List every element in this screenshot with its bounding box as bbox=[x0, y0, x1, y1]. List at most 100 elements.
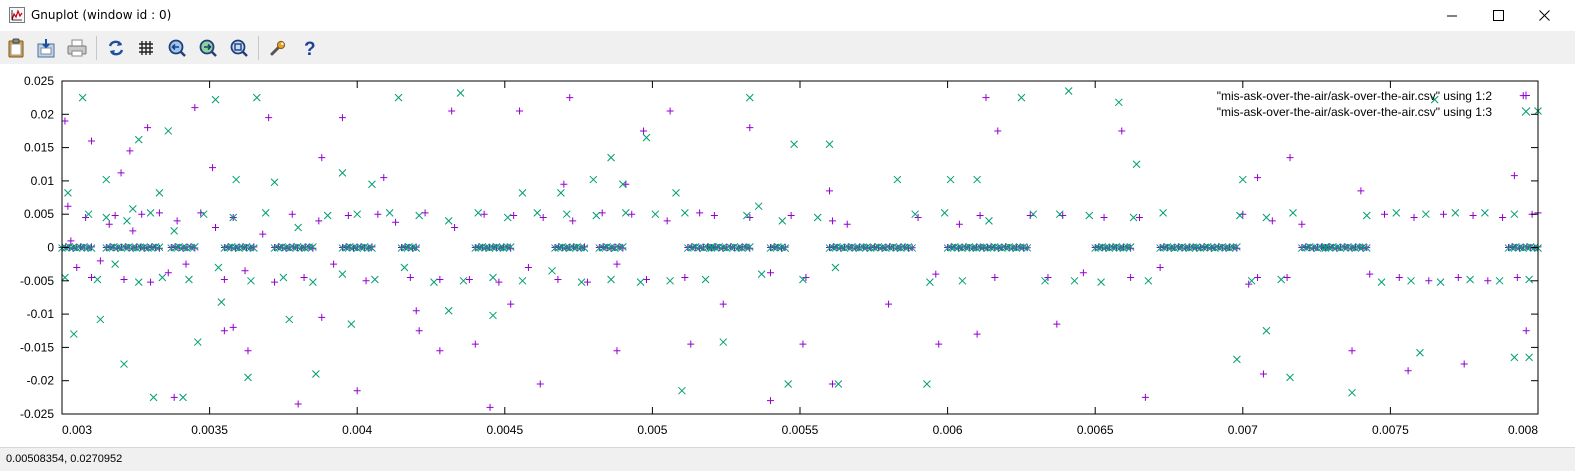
data-point bbox=[197, 209, 205, 217]
scatter-chart[interactable]: 0.025 0.02 0.015 0.01 0.005 0 -0.005 -0.01 -0.01… bbox=[0, 64, 1575, 447]
data-point bbox=[1229, 243, 1238, 252]
x-tick-label: 0.003 bbox=[62, 423, 92, 437]
data-point bbox=[252, 93, 261, 102]
data-point bbox=[318, 154, 326, 162]
data-point bbox=[136, 243, 145, 251]
data-point bbox=[1381, 210, 1388, 218]
data-point bbox=[1118, 127, 1126, 135]
data-point bbox=[642, 133, 651, 142]
gnuplot-app-icon[interactable] bbox=[9, 7, 25, 23]
x-tick-label: 0.0035 bbox=[191, 423, 228, 437]
autoscale-button[interactable] bbox=[227, 36, 251, 60]
y-tick-label: 0.02 bbox=[31, 107, 55, 121]
data-point bbox=[265, 114, 273, 122]
data-point bbox=[766, 397, 774, 405]
copy-to-clipboard-button[interactable] bbox=[4, 36, 28, 60]
data-point bbox=[743, 211, 751, 220]
data-point bbox=[128, 205, 137, 213]
data-point bbox=[220, 327, 228, 335]
data-point bbox=[1329, 244, 1337, 252]
data-point bbox=[940, 209, 949, 217]
close-button[interactable] bbox=[1521, 0, 1567, 31]
data-point bbox=[1466, 275, 1474, 284]
data-point bbox=[444, 306, 453, 315]
data-point bbox=[1510, 172, 1518, 180]
help-button[interactable]: ? bbox=[297, 36, 321, 60]
title-bar[interactable]: Gnuplot (window id : 0) bbox=[0, 0, 1575, 31]
grid-button[interactable] bbox=[134, 36, 158, 60]
data-point bbox=[1416, 348, 1424, 357]
save-button[interactable] bbox=[34, 36, 58, 60]
maximize-button[interactable] bbox=[1475, 0, 1521, 31]
data-point bbox=[908, 244, 917, 252]
data-point bbox=[147, 278, 155, 286]
data-point bbox=[191, 244, 199, 252]
data-point bbox=[985, 217, 993, 225]
legend-marker-series2 bbox=[1521, 107, 1531, 116]
data-point bbox=[120, 275, 128, 283]
data-point bbox=[1440, 210, 1448, 218]
data-point bbox=[191, 104, 199, 112]
data-point bbox=[270, 178, 279, 187]
data-point bbox=[503, 213, 512, 222]
data-point bbox=[536, 380, 544, 388]
data-point bbox=[1421, 210, 1430, 219]
minimize-button[interactable] bbox=[1429, 0, 1475, 31]
previous-zoom-button[interactable] bbox=[165, 36, 189, 60]
data-point bbox=[1286, 154, 1294, 162]
data-point bbox=[784, 380, 793, 388]
replot-button[interactable] bbox=[104, 36, 128, 60]
data-point bbox=[510, 212, 518, 220]
data-point bbox=[710, 212, 718, 220]
data-point bbox=[746, 124, 754, 132]
legend: "mis-ask-over-the-air/ask-over-the-air.c… bbox=[1217, 89, 1531, 119]
data-point bbox=[1041, 276, 1049, 285]
data-point bbox=[229, 323, 237, 331]
y-tick-label: 0 bbox=[47, 241, 54, 255]
data-point bbox=[746, 214, 754, 222]
data-point bbox=[1259, 370, 1267, 378]
data-point bbox=[958, 276, 967, 285]
data-point bbox=[745, 243, 754, 251]
data-point bbox=[826, 187, 834, 195]
data-point bbox=[607, 275, 615, 284]
close-icon bbox=[1538, 10, 1550, 21]
data-point bbox=[88, 273, 96, 281]
data-point bbox=[1023, 244, 1032, 252]
data-point bbox=[368, 180, 376, 189]
print-button[interactable] bbox=[65, 36, 89, 60]
series-1 bbox=[58, 92, 1542, 411]
data-point bbox=[1114, 98, 1123, 107]
data-point bbox=[994, 127, 1002, 135]
printer-icon bbox=[67, 39, 87, 57]
data-point bbox=[589, 175, 598, 184]
data-point bbox=[415, 211, 424, 220]
data-point bbox=[271, 278, 279, 286]
data-point bbox=[368, 244, 376, 252]
next-zoom-button[interactable] bbox=[196, 36, 220, 60]
data-point bbox=[1053, 320, 1061, 328]
data-point bbox=[935, 340, 943, 348]
data-point bbox=[155, 209, 163, 217]
data-point bbox=[338, 114, 346, 122]
toolbar-separator bbox=[258, 36, 259, 60]
data-point bbox=[259, 230, 267, 238]
data-point bbox=[480, 210, 488, 218]
data-point bbox=[182, 260, 190, 268]
data-point bbox=[451, 224, 459, 232]
plot-area[interactable]: 0.025 0.02 0.015 0.01 0.005 0 -0.005 -0.01 -0.01… bbox=[0, 64, 1575, 447]
mouse-coordinates: 0.00508354, 0.0270952 bbox=[6, 453, 123, 465]
data-point bbox=[687, 340, 695, 348]
data-point bbox=[64, 202, 72, 210]
data-point bbox=[346, 244, 354, 252]
minimize-icon bbox=[1447, 15, 1457, 16]
data-point bbox=[1196, 244, 1205, 252]
legend-label-series2: "mis-ask-over-the-air/ask-over-the-air.c… bbox=[1217, 105, 1493, 119]
data-point bbox=[175, 244, 183, 252]
data-point bbox=[288, 210, 296, 218]
data-point bbox=[1355, 243, 1364, 251]
data-point bbox=[1510, 353, 1519, 362]
data-point bbox=[300, 273, 308, 281]
data-point bbox=[1298, 220, 1306, 228]
options-button[interactable] bbox=[266, 36, 290, 60]
